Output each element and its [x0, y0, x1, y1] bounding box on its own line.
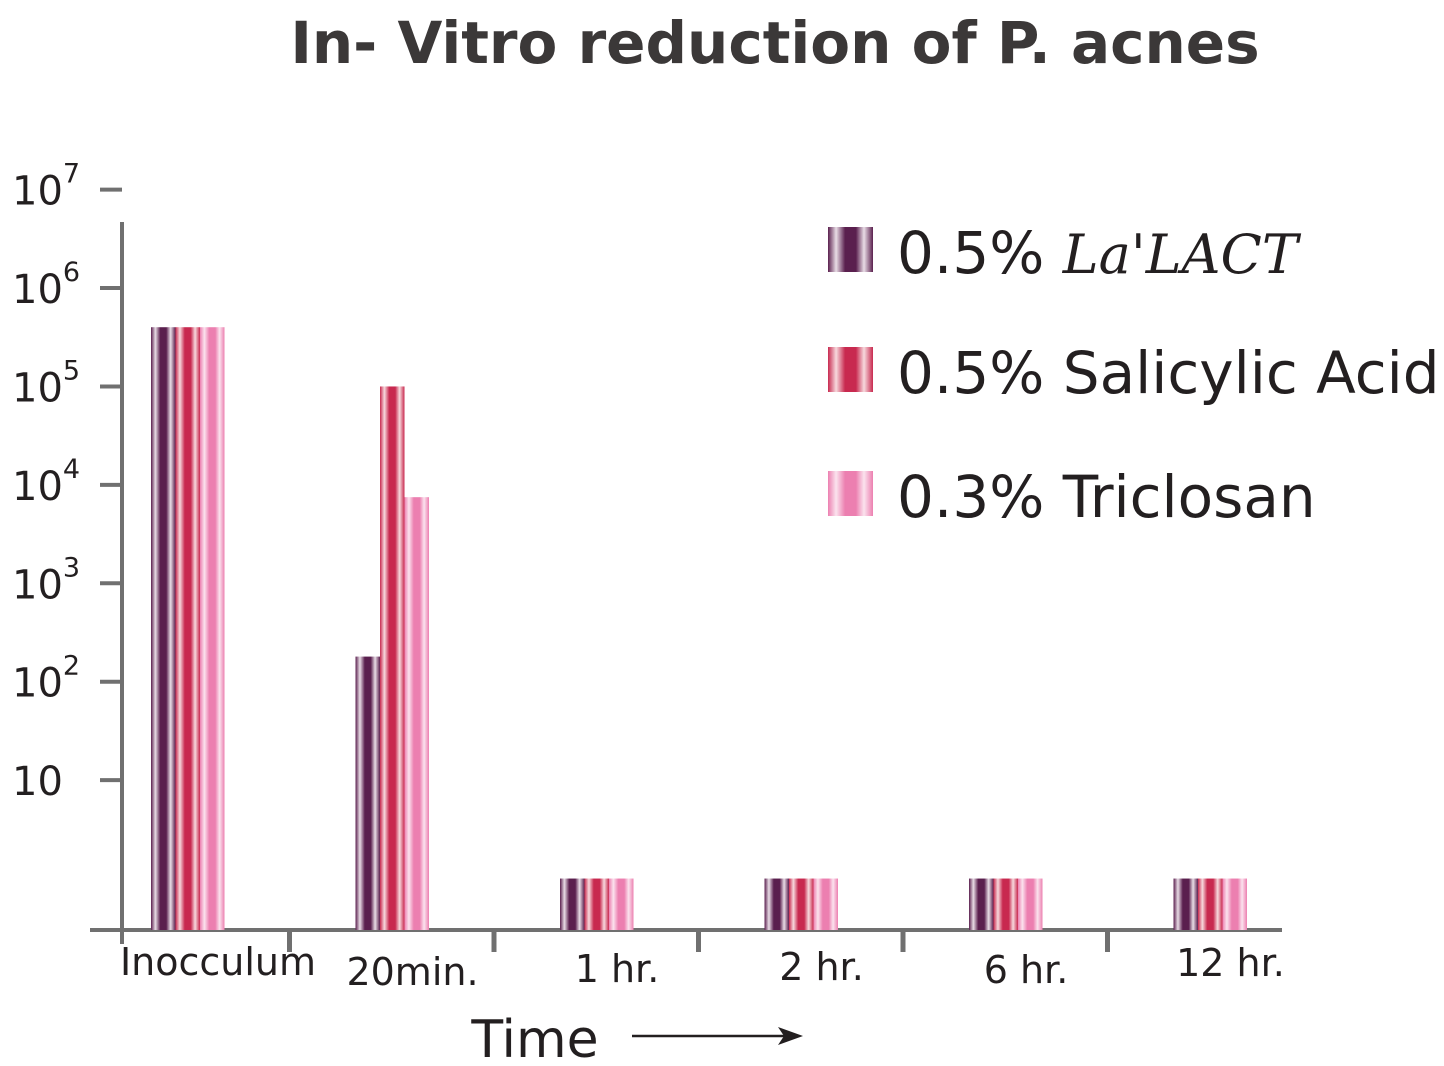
legend-swatch — [828, 347, 873, 392]
bar — [175, 327, 200, 930]
y-tick-label: 102 — [12, 651, 80, 707]
bars — [151, 327, 1247, 930]
time-arrow — [632, 1027, 803, 1045]
x-tick-label: 12 hr. — [1176, 941, 1285, 985]
legend: 0.5% La'LACT 0.5% Salicylic Acid 0.3% Tric… — [828, 219, 1440, 531]
bar — [1198, 878, 1223, 930]
bar — [380, 386, 405, 930]
bar — [764, 878, 789, 930]
y-tick-label: 105 — [12, 355, 80, 411]
x-tick-label: 1 hr. — [575, 947, 660, 991]
y-tick-label: 103 — [12, 552, 80, 608]
x-tick-label: 2 hr. — [779, 945, 864, 989]
bar — [813, 878, 838, 930]
bar — [404, 497, 429, 930]
bar — [1173, 878, 1198, 930]
x-tick-label: Inocculum — [120, 940, 316, 984]
chart-title: In- Vitro reduction of P. acnes — [290, 9, 1259, 77]
legend-label: 0.5% Salicylic Acid — [897, 339, 1440, 407]
bar — [969, 878, 994, 930]
x-axis-label: Time — [470, 1010, 598, 1066]
bar — [1018, 878, 1043, 930]
y-tick-label: 10 — [12, 759, 63, 805]
bar — [355, 656, 380, 930]
bar — [609, 878, 634, 930]
legend-label: 0.3% Triclosan — [897, 463, 1316, 531]
bar — [993, 878, 1018, 930]
bar — [200, 327, 225, 930]
y-tick-label: 107 — [12, 159, 80, 215]
bar — [151, 327, 176, 930]
bar — [1222, 878, 1247, 930]
x-axis: Inocculum 20min. 1 hr. 2 hr. 6 hr. 12 hr. — [90, 928, 1285, 994]
y-tick-label: 106 — [12, 257, 80, 313]
legend-swatch — [828, 227, 873, 272]
y-axis: 10 102 103 104 105 106 107 — [12, 159, 124, 944]
x-tick-label: 6 hr. — [984, 948, 1069, 992]
bar — [560, 878, 585, 930]
bar — [584, 878, 609, 930]
bar — [789, 878, 814, 930]
x-tick-label: 20min. — [346, 950, 478, 994]
legend-label: 0.5% La'LACT — [897, 219, 1302, 287]
legend-swatch — [828, 471, 873, 516]
y-tick-label: 104 — [12, 454, 80, 510]
